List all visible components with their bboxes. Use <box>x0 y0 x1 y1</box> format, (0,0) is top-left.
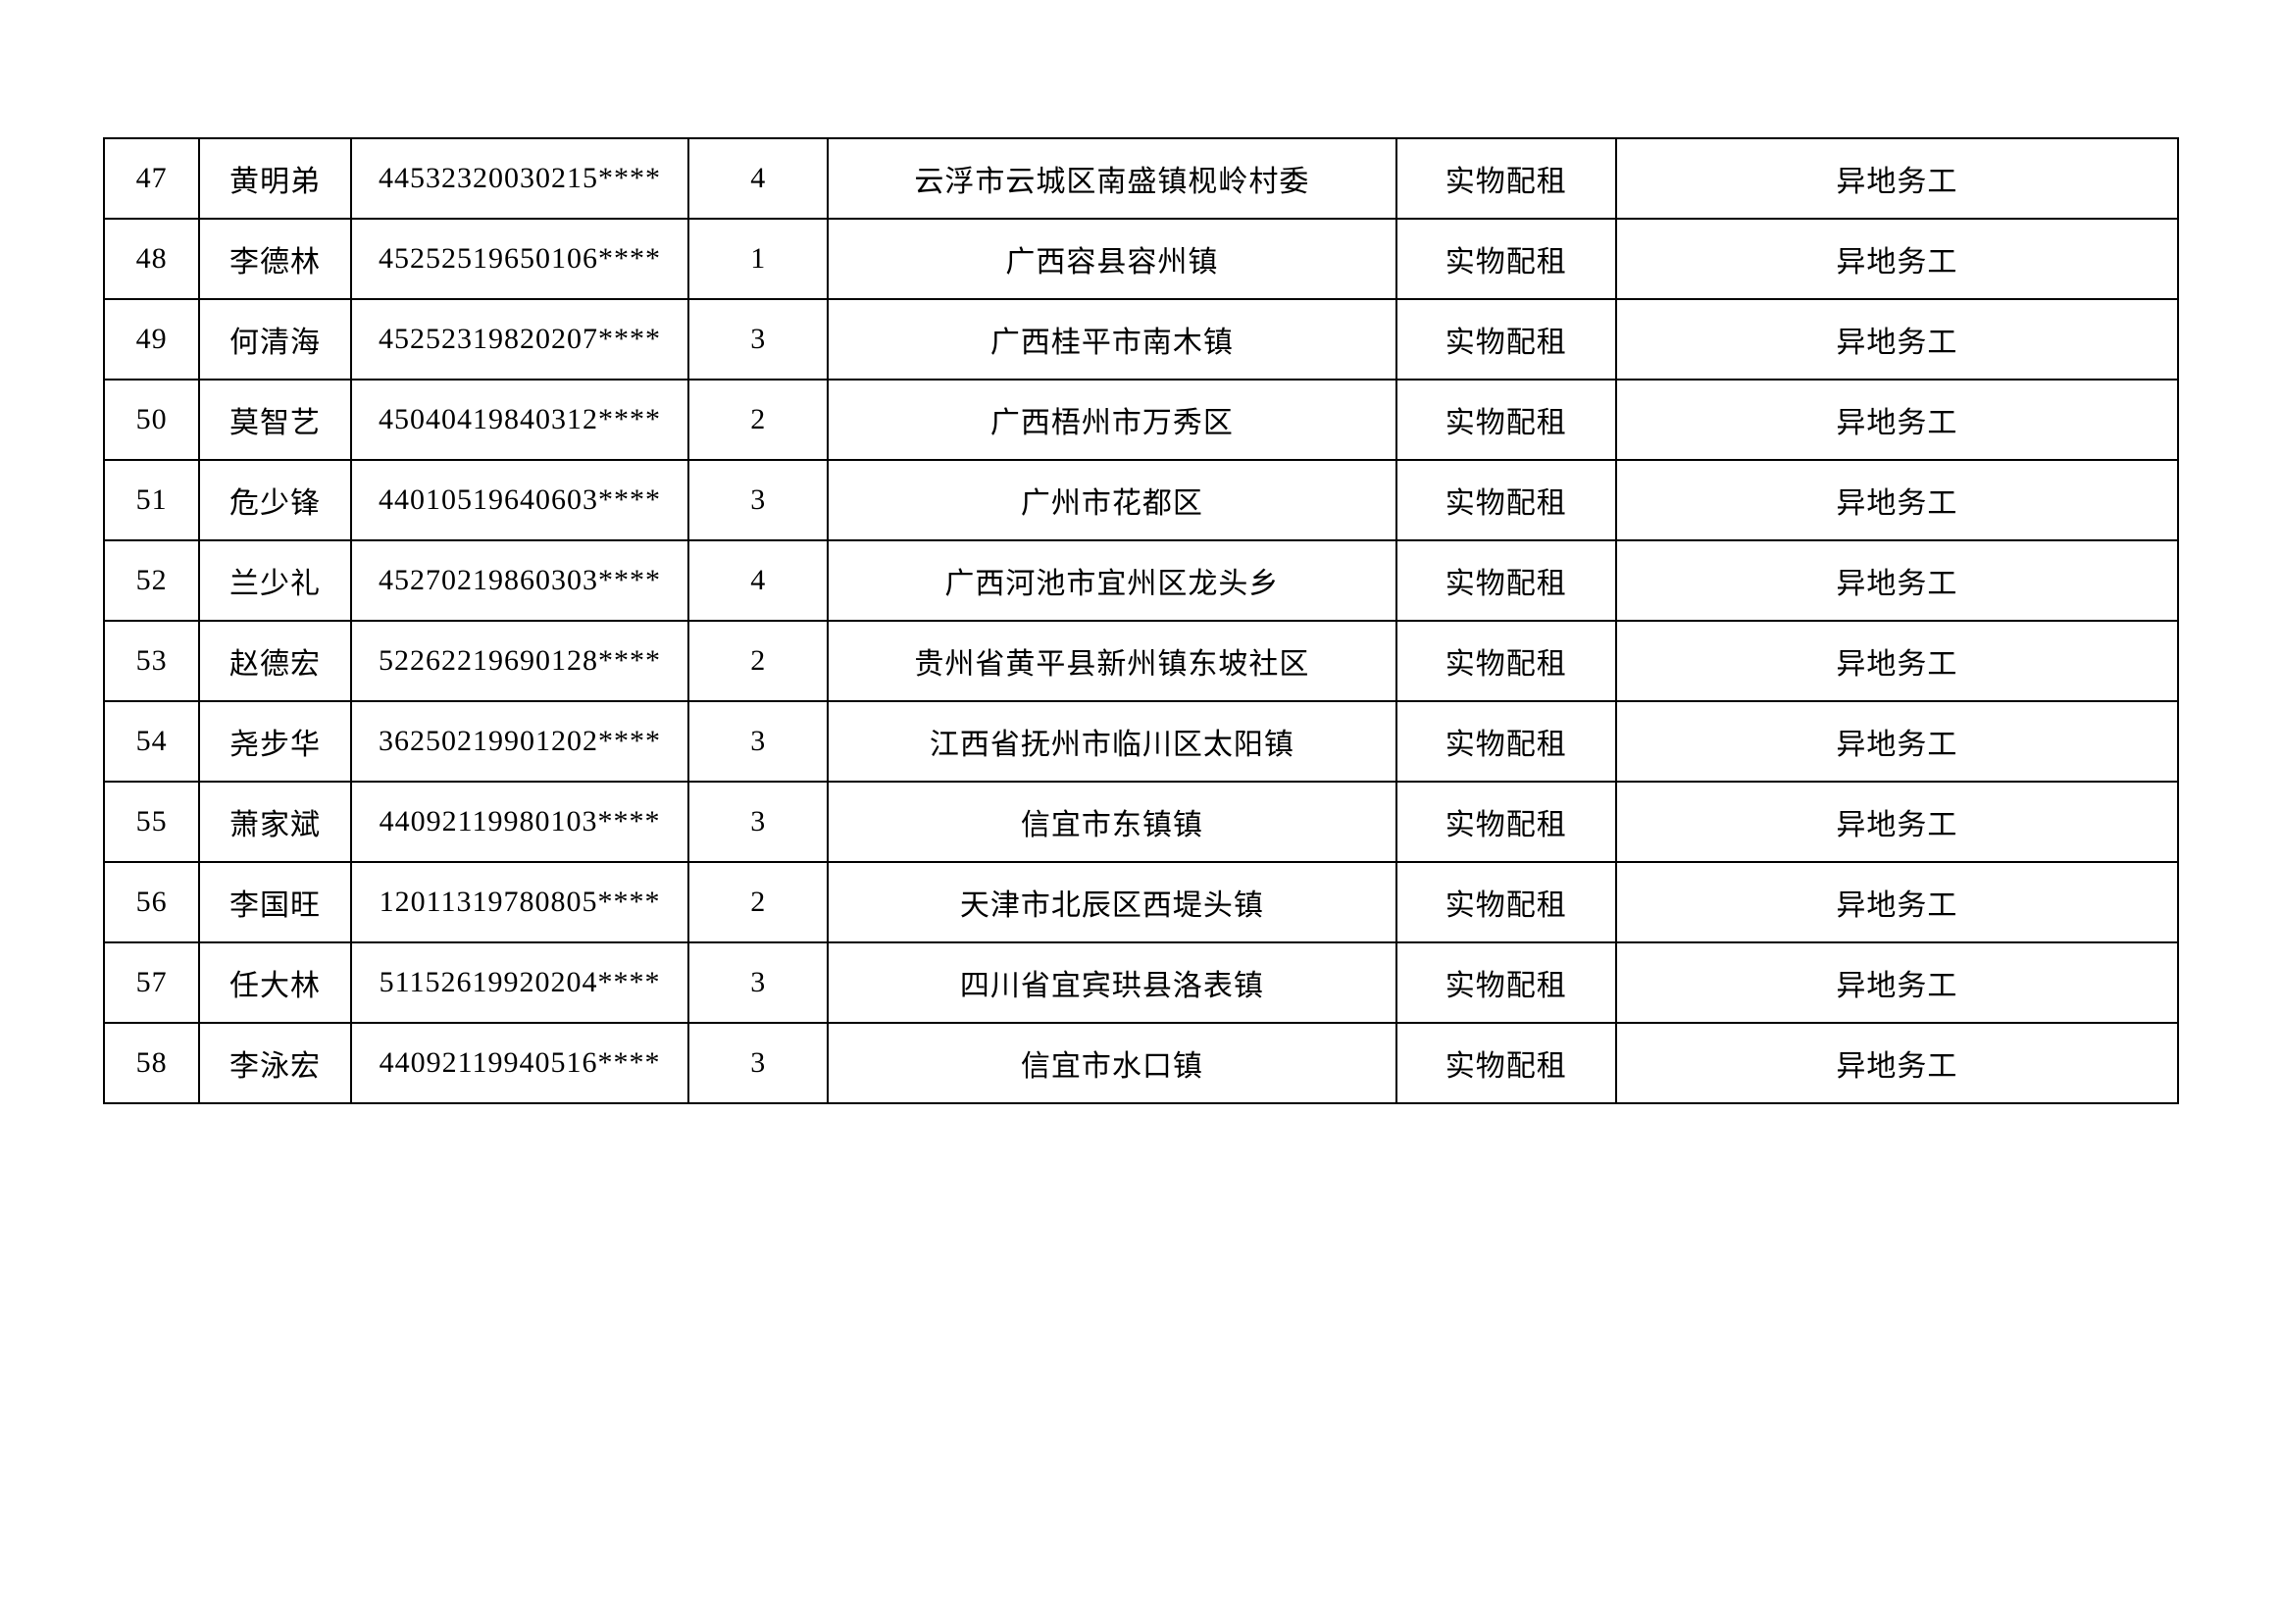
cell-name: 萧家斌 <box>199 782 350 862</box>
cell-name: 何清海 <box>199 299 350 380</box>
cell-name: 赵德宏 <box>199 621 350 701</box>
cell-id: 51152619920204**** <box>351 942 689 1023</box>
cell-num: 2 <box>688 380 828 460</box>
cell-addr: 广州市花都区 <box>828 460 1396 540</box>
cell-cat: 异地务工 <box>1616 1023 2178 1103</box>
cell-addr: 天津市北辰区西堤头镇 <box>828 862 1396 942</box>
cell-type: 实物配租 <box>1396 460 1616 540</box>
cell-addr: 贵州省黄平县新州镇东坡社区 <box>828 621 1396 701</box>
cell-cat: 异地务工 <box>1616 942 2178 1023</box>
cell-id: 44010519640603**** <box>351 460 689 540</box>
cell-addr: 信宜市东镇镇 <box>828 782 1396 862</box>
cell-name: 李德林 <box>199 219 350 299</box>
cell-idx: 51 <box>104 460 199 540</box>
cell-idx: 48 <box>104 219 199 299</box>
cell-type: 实物配租 <box>1396 1023 1616 1103</box>
cell-cat: 异地务工 <box>1616 701 2178 782</box>
cell-name: 黄明弟 <box>199 138 350 219</box>
table-row: 48 李德林 45252519650106**** 1 广西容县容州镇 实物配租… <box>104 219 2178 299</box>
document-page: 47 黄明弟 44532320030215**** 4 云浮市云城区南盛镇枧岭村… <box>0 0 2282 1624</box>
cell-id: 45040419840312**** <box>351 380 689 460</box>
cell-num: 3 <box>688 782 828 862</box>
cell-type: 实物配租 <box>1396 621 1616 701</box>
cell-idx: 52 <box>104 540 199 621</box>
cell-num: 3 <box>688 942 828 1023</box>
cell-id: 12011319780805**** <box>351 862 689 942</box>
cell-id: 45270219860303**** <box>351 540 689 621</box>
cell-addr: 四川省宜宾珙县洛表镇 <box>828 942 1396 1023</box>
cell-idx: 56 <box>104 862 199 942</box>
cell-id: 44532320030215**** <box>351 138 689 219</box>
cell-idx: 50 <box>104 380 199 460</box>
cell-idx: 53 <box>104 621 199 701</box>
cell-addr: 江西省抚州市临川区太阳镇 <box>828 701 1396 782</box>
cell-num: 3 <box>688 701 828 782</box>
cell-addr: 广西河池市宜州区龙头乡 <box>828 540 1396 621</box>
cell-name: 兰少礼 <box>199 540 350 621</box>
cell-cat: 异地务工 <box>1616 299 2178 380</box>
cell-type: 实物配租 <box>1396 540 1616 621</box>
cell-type: 实物配租 <box>1396 219 1616 299</box>
cell-idx: 57 <box>104 942 199 1023</box>
cell-idx: 55 <box>104 782 199 862</box>
cell-type: 实物配租 <box>1396 942 1616 1023</box>
cell-num: 1 <box>688 219 828 299</box>
cell-cat: 异地务工 <box>1616 782 2178 862</box>
cell-id: 45252319820207**** <box>351 299 689 380</box>
cell-num: 2 <box>688 621 828 701</box>
cell-num: 3 <box>688 460 828 540</box>
cell-id: 36250219901202**** <box>351 701 689 782</box>
cell-idx: 49 <box>104 299 199 380</box>
cell-addr: 广西容县容州镇 <box>828 219 1396 299</box>
cell-type: 实物配租 <box>1396 380 1616 460</box>
cell-name: 危少锋 <box>199 460 350 540</box>
cell-type: 实物配租 <box>1396 138 1616 219</box>
cell-cat: 异地务工 <box>1616 540 2178 621</box>
cell-cat: 异地务工 <box>1616 380 2178 460</box>
cell-num: 4 <box>688 138 828 219</box>
roster-table-body: 47 黄明弟 44532320030215**** 4 云浮市云城区南盛镇枧岭村… <box>104 138 2178 1103</box>
cell-cat: 异地务工 <box>1616 862 2178 942</box>
table-row: 53 赵德宏 52262219690128**** 2 贵州省黄平县新州镇东坡社… <box>104 621 2178 701</box>
cell-name: 尧步华 <box>199 701 350 782</box>
cell-type: 实物配租 <box>1396 701 1616 782</box>
cell-type: 实物配租 <box>1396 782 1616 862</box>
table-row: 56 李国旺 12011319780805**** 2 天津市北辰区西堤头镇 实… <box>104 862 2178 942</box>
cell-cat: 异地务工 <box>1616 621 2178 701</box>
cell-type: 实物配租 <box>1396 299 1616 380</box>
cell-cat: 异地务工 <box>1616 219 2178 299</box>
cell-id: 52262219690128**** <box>351 621 689 701</box>
cell-num: 3 <box>688 1023 828 1103</box>
cell-idx: 54 <box>104 701 199 782</box>
cell-id: 44092119980103**** <box>351 782 689 862</box>
cell-addr: 广西梧州市万秀区 <box>828 380 1396 460</box>
cell-name: 李泳宏 <box>199 1023 350 1103</box>
table-row: 57 任大林 51152619920204**** 3 四川省宜宾珙县洛表镇 实… <box>104 942 2178 1023</box>
cell-id: 45252519650106**** <box>351 219 689 299</box>
cell-addr: 云浮市云城区南盛镇枧岭村委 <box>828 138 1396 219</box>
cell-type: 实物配租 <box>1396 862 1616 942</box>
cell-name: 莫智艺 <box>199 380 350 460</box>
cell-id: 44092119940516**** <box>351 1023 689 1103</box>
table-row: 50 莫智艺 45040419840312**** 2 广西梧州市万秀区 实物配… <box>104 380 2178 460</box>
table-row: 58 李泳宏 44092119940516**** 3 信宜市水口镇 实物配租 … <box>104 1023 2178 1103</box>
table-row: 51 危少锋 44010519640603**** 3 广州市花都区 实物配租 … <box>104 460 2178 540</box>
table-row: 54 尧步华 36250219901202**** 3 江西省抚州市临川区太阳镇… <box>104 701 2178 782</box>
roster-table: 47 黄明弟 44532320030215**** 4 云浮市云城区南盛镇枧岭村… <box>103 137 2179 1104</box>
cell-name: 李国旺 <box>199 862 350 942</box>
cell-idx: 58 <box>104 1023 199 1103</box>
cell-addr: 广西桂平市南木镇 <box>828 299 1396 380</box>
cell-addr: 信宜市水口镇 <box>828 1023 1396 1103</box>
cell-num: 2 <box>688 862 828 942</box>
cell-cat: 异地务工 <box>1616 138 2178 219</box>
table-row: 47 黄明弟 44532320030215**** 4 云浮市云城区南盛镇枧岭村… <box>104 138 2178 219</box>
cell-name: 任大林 <box>199 942 350 1023</box>
cell-cat: 异地务工 <box>1616 460 2178 540</box>
cell-num: 4 <box>688 540 828 621</box>
table-row: 49 何清海 45252319820207**** 3 广西桂平市南木镇 实物配… <box>104 299 2178 380</box>
cell-idx: 47 <box>104 138 199 219</box>
table-row: 55 萧家斌 44092119980103**** 3 信宜市东镇镇 实物配租 … <box>104 782 2178 862</box>
table-row: 52 兰少礼 45270219860303**** 4 广西河池市宜州区龙头乡 … <box>104 540 2178 621</box>
cell-num: 3 <box>688 299 828 380</box>
